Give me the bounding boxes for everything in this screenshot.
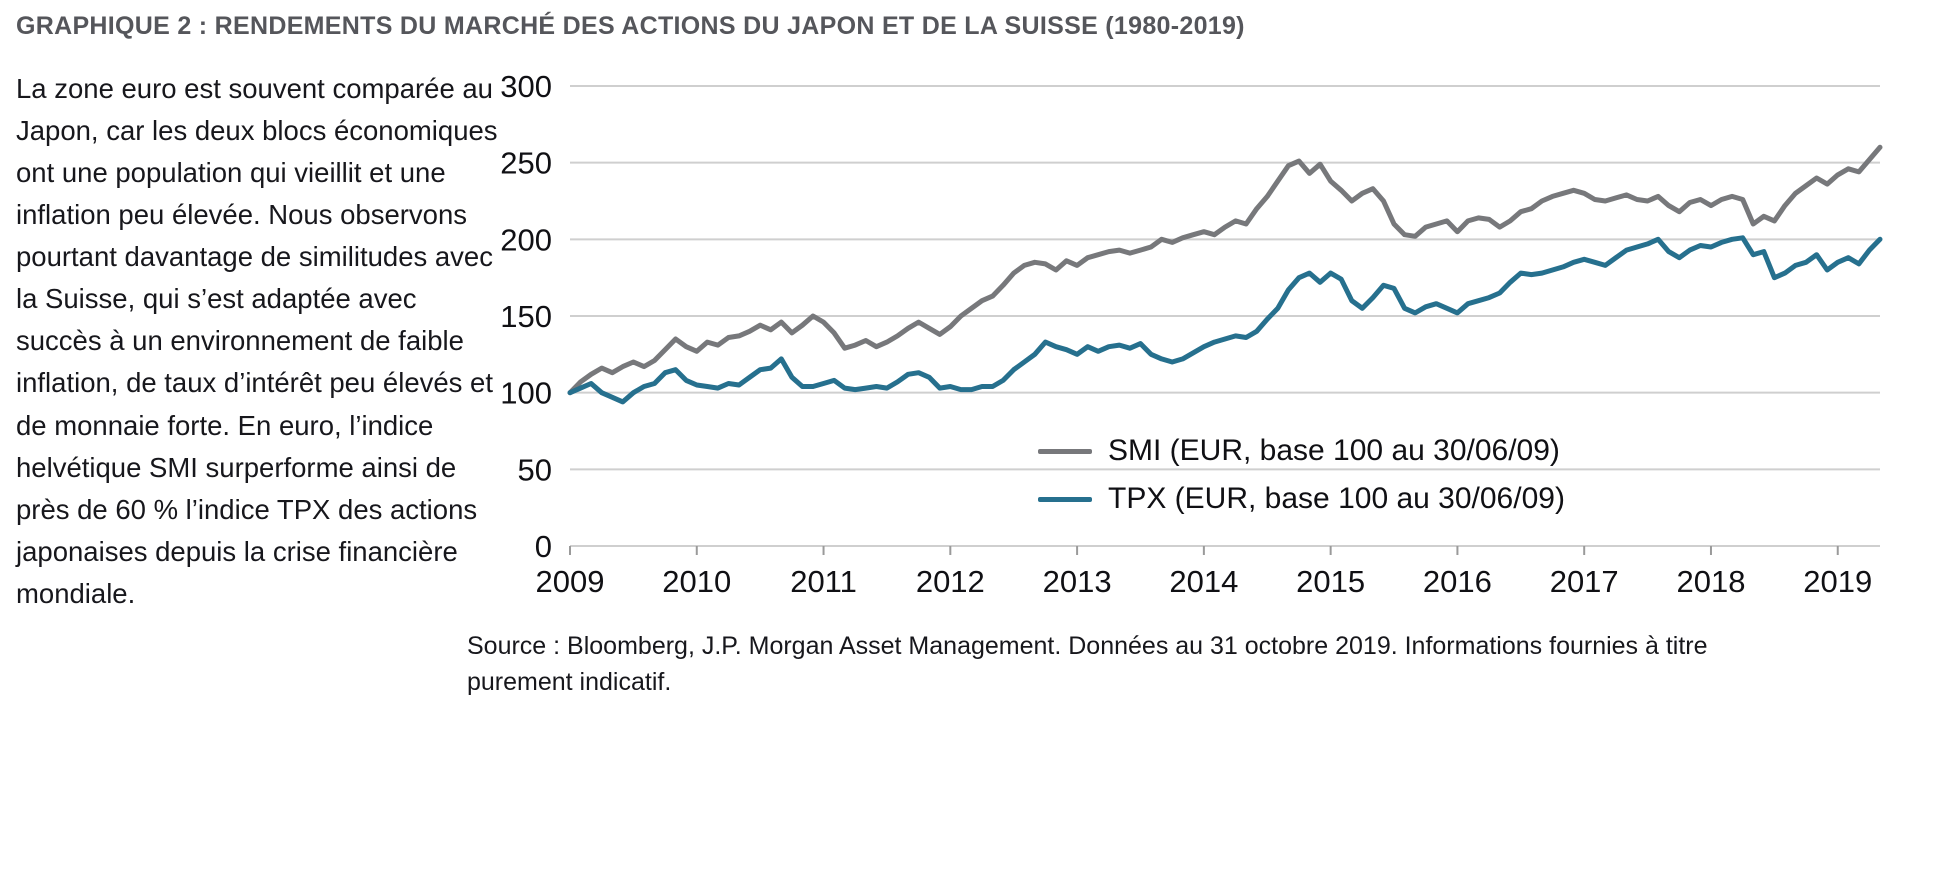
- commentary-text: La zone euro est souvent comparée au Jap…: [16, 73, 498, 609]
- svg-text:2017: 2017: [1550, 564, 1619, 599]
- svg-text:2010: 2010: [662, 564, 731, 599]
- svg-text:2013: 2013: [1043, 564, 1112, 599]
- smi-line-swatch: [1038, 448, 1092, 454]
- svg-text:100: 100: [500, 376, 552, 411]
- svg-text:0: 0: [535, 529, 552, 564]
- svg-text:200: 200: [500, 222, 552, 257]
- page-title: GRAPHIQUE 2 : RENDEMENTS DU MARCHÉ DES A…: [16, 12, 1245, 40]
- svg-text:50: 50: [518, 452, 552, 487]
- legend-label-smi: SMI (EUR, base 100 au 30/06/09): [1108, 434, 1560, 467]
- svg-text:2011: 2011: [790, 564, 857, 599]
- svg-text:2019: 2019: [1803, 564, 1872, 599]
- svg-text:150: 150: [500, 299, 552, 334]
- legend-item-smi: SMI (EUR, base 100 au 30/06/09): [1038, 434, 1565, 468]
- line-chart-svg: 0 50 100 150 200 250 300 2009 2010 2011 2012 2013 20…: [500, 69, 1883, 599]
- svg-text:2018: 2018: [1676, 564, 1745, 599]
- svg-text:2009: 2009: [536, 564, 605, 599]
- source-note: Source : Bloomberg, J.P. Morgan Asset Ma…: [467, 632, 1708, 697]
- tpx-line-swatch: [1038, 496, 1092, 502]
- svg-text:2016: 2016: [1423, 564, 1492, 599]
- svg-text:2014: 2014: [1169, 564, 1238, 599]
- line-chart: 0 50 100 150 200 250 300 2009 2010 2011 2012 2013 20…: [488, 62, 1908, 622]
- svg-text:2015: 2015: [1296, 564, 1365, 599]
- legend-label-tpx: TPX (EUR, base 100 au 30/06/09): [1108, 482, 1565, 515]
- legend-item-tpx: TPX (EUR, base 100 au 30/06/09): [1038, 482, 1565, 516]
- svg-text:250: 250: [500, 146, 552, 181]
- svg-text:2012: 2012: [916, 564, 985, 599]
- svg-text:300: 300: [500, 69, 552, 104]
- chart-legend: SMI (EUR, base 100 au 30/06/09) TPX (EUR…: [1038, 434, 1565, 530]
